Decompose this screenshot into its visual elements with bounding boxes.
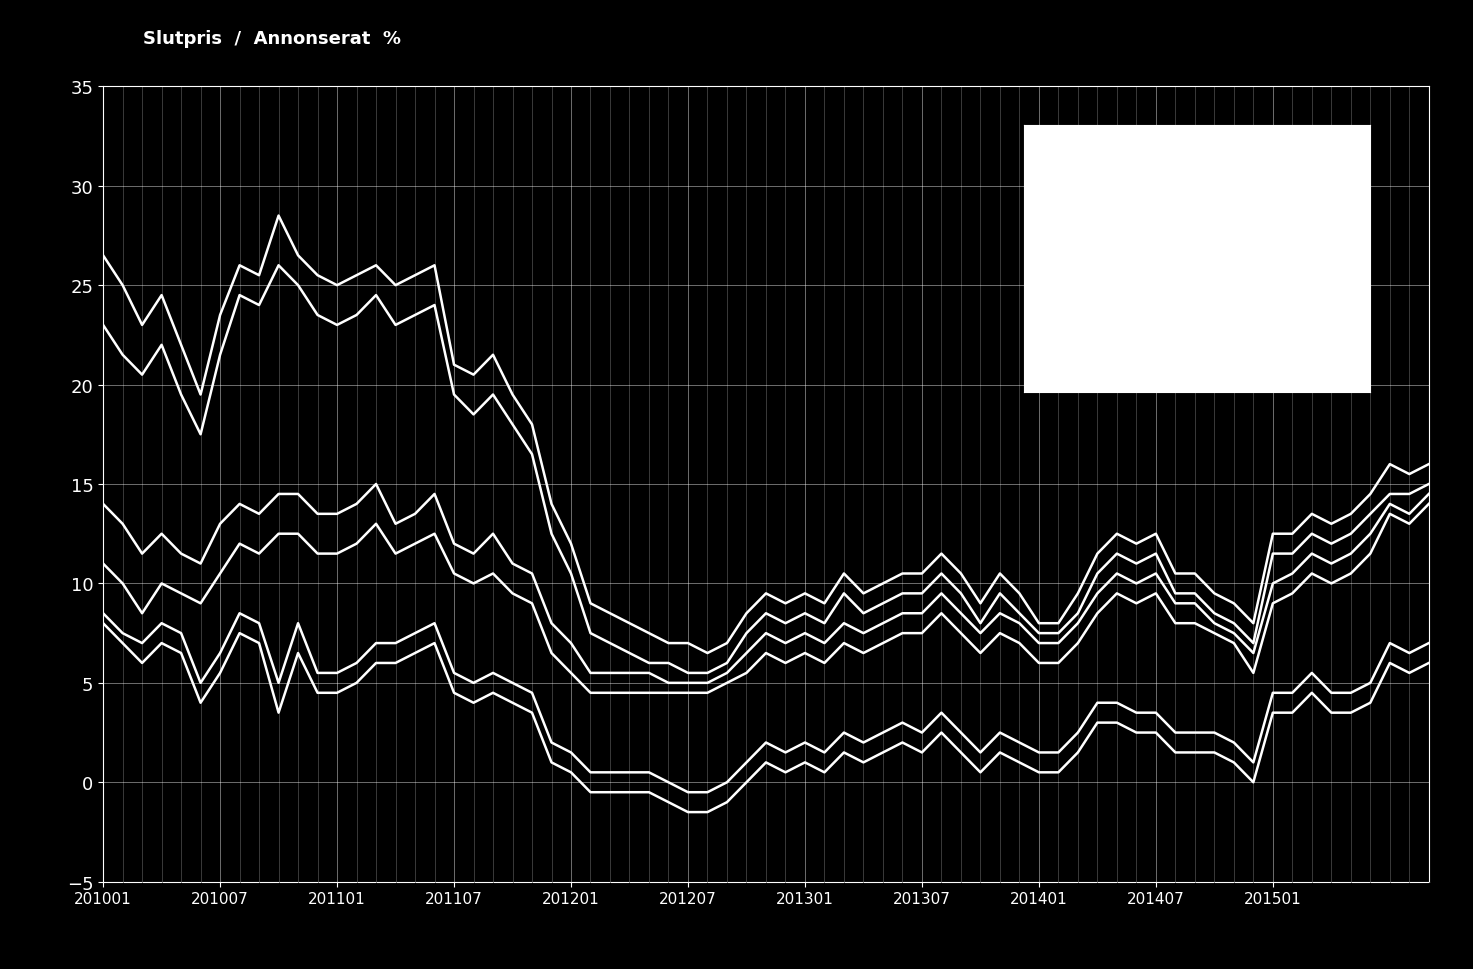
Text: Slutpris  /  Annonserat  %: Slutpris / Annonserat % xyxy=(143,29,401,47)
